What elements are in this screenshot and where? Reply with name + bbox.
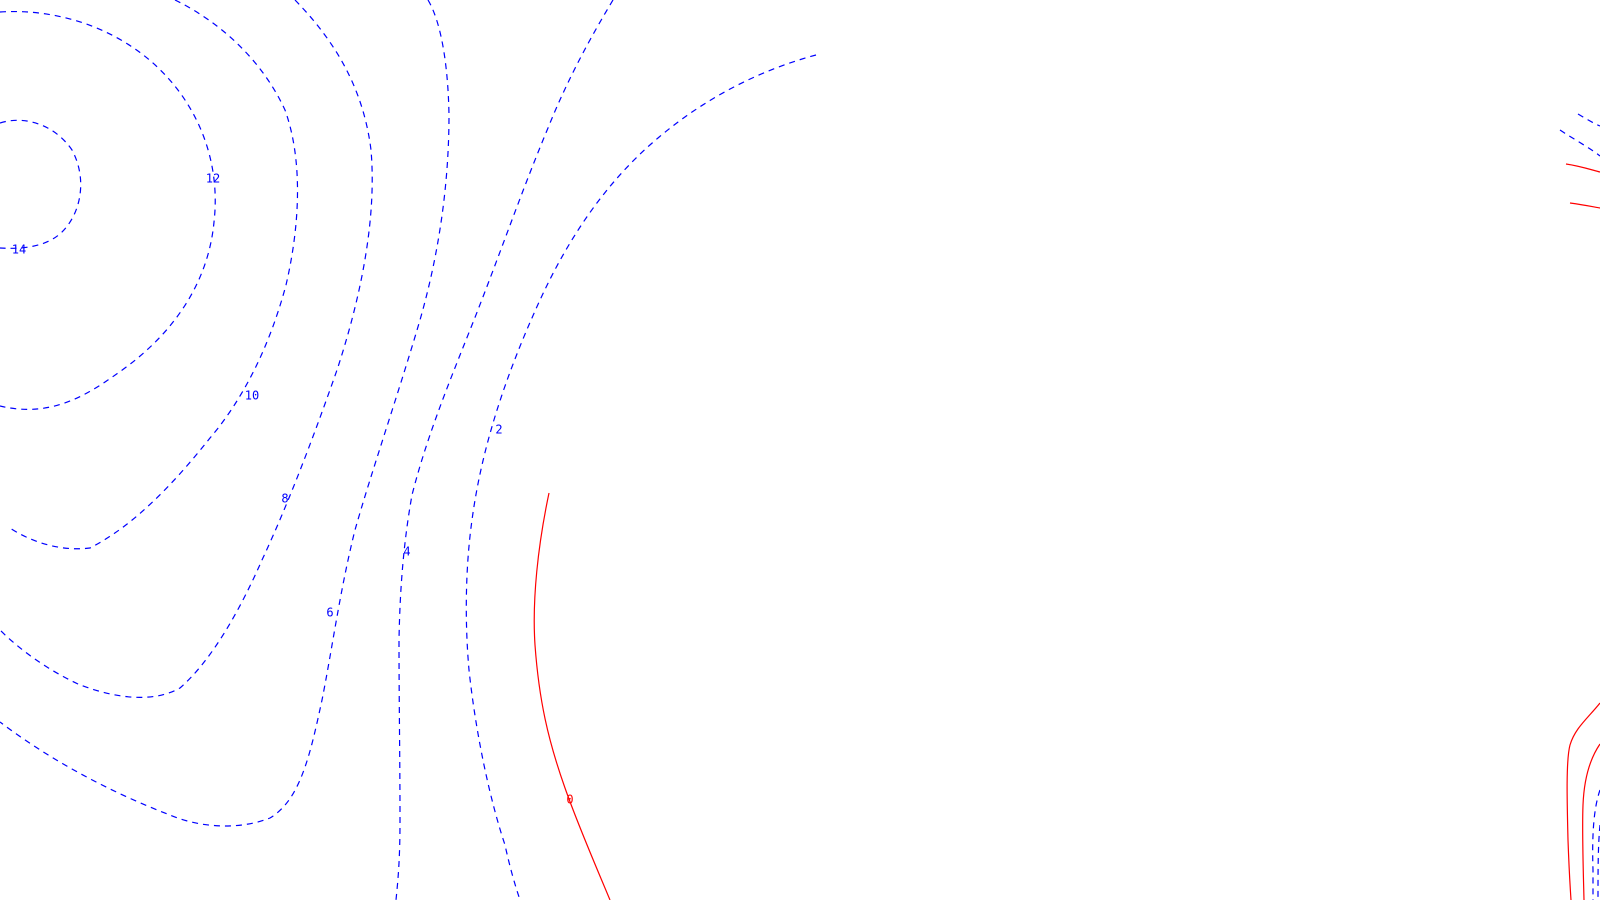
contour-label-4: 4 — [403, 545, 410, 559]
contour-label-12: 12 — [206, 172, 220, 186]
contour-line-edge-blue-1 — [1559, 129, 1600, 157]
contour-line-edge-red-1 — [1565, 163, 1600, 173]
contour-label-2: 2 — [495, 423, 502, 437]
contour-line-12 — [0, 10, 216, 410]
contour-label-8: 8 — [281, 492, 288, 506]
contour-line-edge-red-2 — [1569, 202, 1600, 209]
contour-line-4 — [395, 0, 614, 900]
contour-line-8 — [0, 0, 373, 698]
contour-line-edge-blue-3 — [1592, 789, 1600, 900]
contour-line-0 — [533, 492, 611, 900]
contour-line-edge-blue-2 — [1577, 113, 1600, 127]
contour-label-6: 6 — [326, 606, 333, 620]
contour-label-14: 14 — [12, 243, 26, 257]
contour-line-6 — [0, 0, 450, 827]
contour-line-10 — [9, 0, 299, 550]
contour-line-14 — [0, 119, 82, 249]
contour-label-10: 10 — [245, 389, 259, 403]
contour-label-0: 0 — [566, 793, 573, 807]
contour-line-2 — [465, 54, 817, 900]
contour-line-edge-red-4 — [1581, 743, 1600, 900]
contour-line-edge-red-3 — [1566, 702, 1600, 900]
